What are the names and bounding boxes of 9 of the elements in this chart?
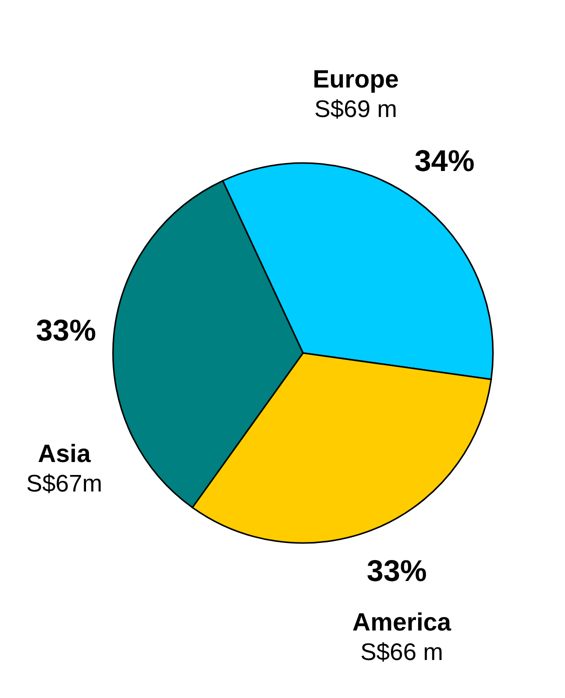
slice-label: America [352,608,452,636]
text: 33% [36,314,96,348]
data-label: S$67m [26,470,102,498]
slice-label: Asia [38,440,92,468]
slice-label: Europe [312,65,399,94]
text: 34% [414,145,475,178]
data-label: S$66 m [360,638,444,666]
data-label: S$69 m [314,96,398,123]
text: 33% [366,555,427,588]
